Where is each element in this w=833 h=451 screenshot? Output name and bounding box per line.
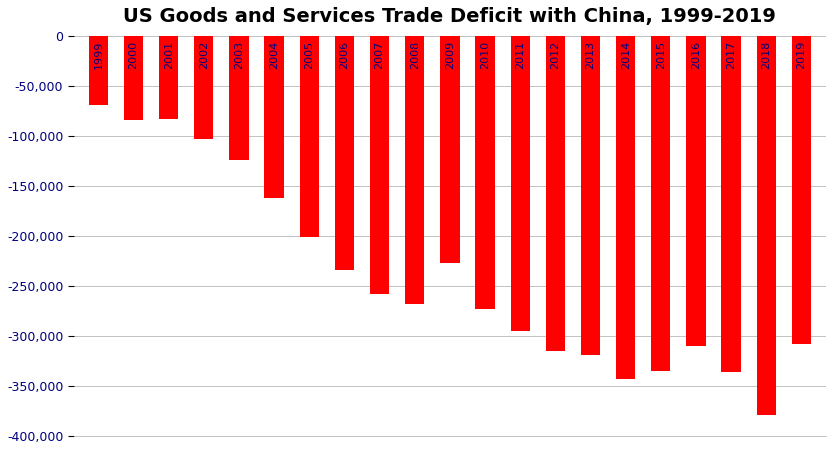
Bar	[229, 36, 248, 160]
Bar	[194, 36, 213, 139]
Text: 2019: 2019	[796, 41, 806, 69]
Text: 2011: 2011	[515, 41, 525, 69]
Bar	[756, 36, 776, 414]
Text: 2008: 2008	[410, 41, 420, 69]
Bar	[405, 36, 424, 304]
Bar	[511, 36, 530, 331]
Bar	[651, 36, 671, 372]
Bar	[476, 36, 495, 309]
Text: 2005: 2005	[304, 41, 314, 69]
Text: 2015: 2015	[656, 41, 666, 69]
Bar	[264, 36, 284, 198]
Bar	[124, 36, 143, 120]
Text: 2016: 2016	[691, 41, 701, 69]
Text: 1999: 1999	[93, 41, 103, 69]
Text: 2001: 2001	[163, 41, 173, 69]
Text: 2014: 2014	[621, 41, 631, 69]
Text: 2000: 2000	[128, 41, 138, 69]
Bar	[686, 36, 706, 346]
Text: 2010: 2010	[480, 41, 490, 69]
Bar	[792, 36, 811, 344]
Bar	[440, 36, 460, 263]
Text: 2004: 2004	[269, 41, 279, 69]
Text: 2013: 2013	[586, 41, 596, 69]
Text: 2003: 2003	[234, 41, 244, 69]
Bar	[581, 36, 601, 354]
Bar	[546, 36, 565, 351]
Text: 2006: 2006	[339, 41, 349, 69]
Bar	[721, 36, 741, 372]
Title: US Goods and Services Trade Deficit with China, 1999-2019: US Goods and Services Trade Deficit with…	[123, 7, 776, 26]
Bar	[88, 36, 108, 105]
Text: 2007: 2007	[375, 41, 385, 69]
Text: 2017: 2017	[726, 41, 736, 69]
Bar	[616, 36, 636, 379]
Text: 2009: 2009	[445, 41, 455, 69]
Text: 2012: 2012	[551, 41, 561, 69]
Text: 2002: 2002	[199, 41, 209, 69]
Bar	[335, 36, 354, 270]
Bar	[159, 36, 178, 119]
Text: 2018: 2018	[761, 41, 771, 69]
Bar	[370, 36, 389, 295]
Bar	[300, 36, 319, 238]
